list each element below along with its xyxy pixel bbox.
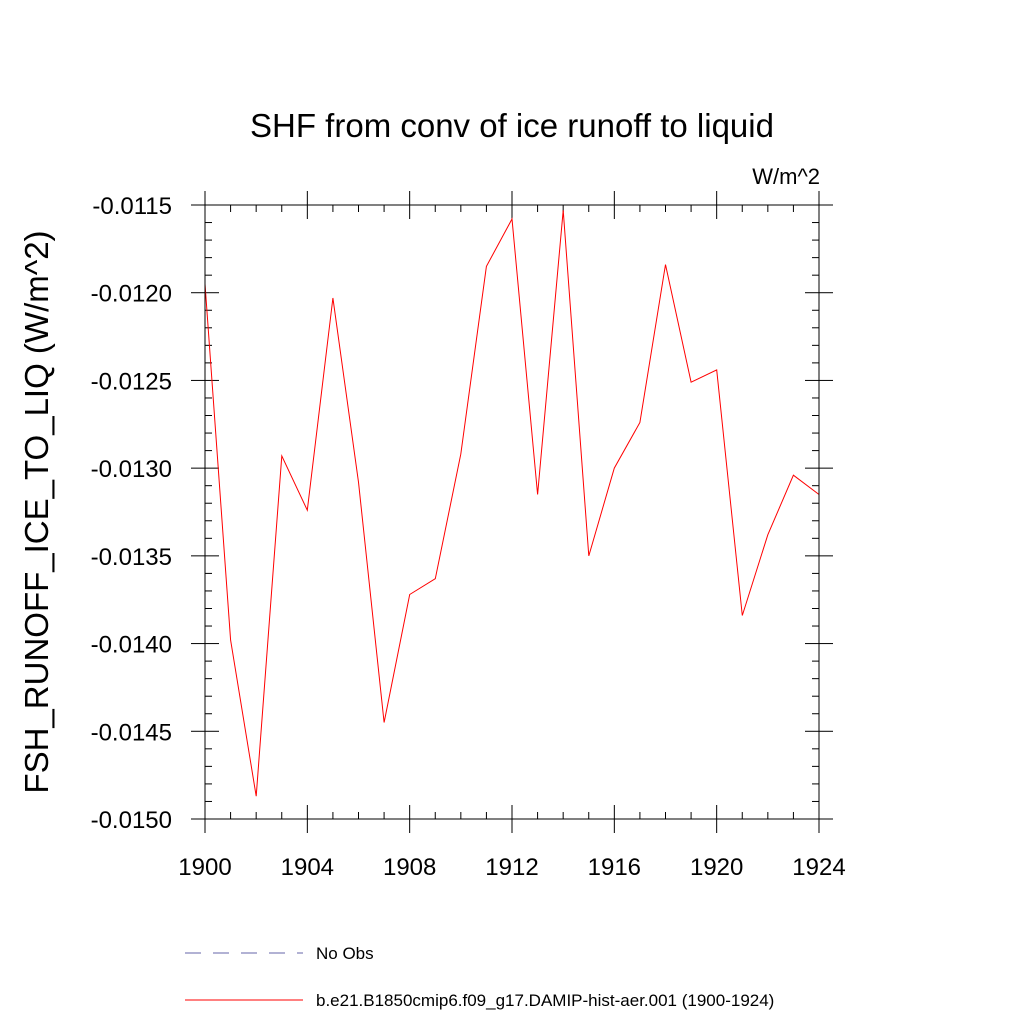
series-lines: [204, 210, 820, 797]
plot-frame: [204, 204, 820, 820]
y-tick-label: -0.0115: [92, 193, 172, 220]
y-tick-label: -0.0120: [91, 281, 172, 308]
legend-label: b.e21.B1850cmip6.f09_g17.DAMIP-hist-aer.…: [316, 991, 774, 1010]
x-tick-label: 1924: [792, 854, 845, 881]
y-tick-label: -0.0125: [91, 368, 172, 395]
units-label: W/m^2: [752, 164, 820, 189]
chart-title: SHF from conv of ice runoff to liquid: [250, 107, 774, 144]
y-tick-label: -0.0150: [91, 807, 172, 834]
y-tick-label: -0.0140: [91, 632, 172, 659]
y-axis-label: FSH_RUNOFF_ICE_TO_LIQ (W/m^2): [18, 230, 55, 793]
y-tick-label: -0.0145: [91, 719, 172, 746]
y-tick-label: -0.0130: [91, 456, 172, 483]
legend: No Obs b.e21.B1850cmip6.f09_g17.DAMIP-his…: [185, 944, 774, 1010]
y-tick-labels: -0.0115 -0.0120 -0.0125 -0.0130 -0.0135 -0.01…: [91, 193, 172, 834]
x-tick-label: 1916: [588, 854, 641, 881]
series-line: [204, 210, 820, 797]
x-tick-labels: 1900 1904 1908 1912 1916 1920 1924: [178, 854, 845, 881]
x-tick-label: 1904: [281, 854, 334, 881]
x-tick-label: 1908: [383, 854, 436, 881]
y-tick-label: -0.0135: [91, 544, 172, 571]
x-tick-label: 1900: [178, 854, 231, 881]
x-tick-label: 1912: [485, 854, 538, 881]
legend-label: No Obs: [316, 944, 374, 963]
major-ticks: [191, 191, 833, 833]
x-tick-label: 1920: [690, 854, 743, 881]
minor-ticks: [205, 205, 819, 819]
